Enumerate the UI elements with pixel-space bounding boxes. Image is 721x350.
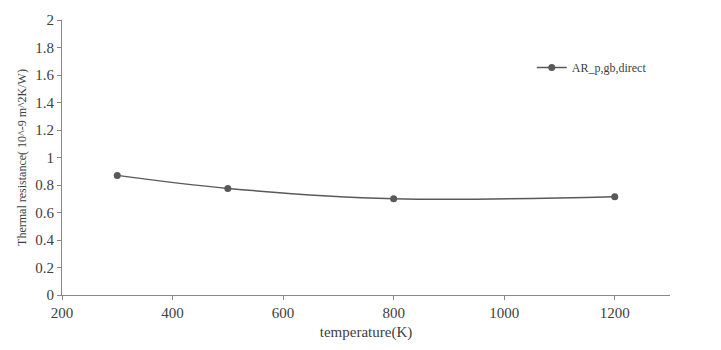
svg-text:Thermal resistance( 10^-9 m^2K: Thermal resistance( 10^-9 m^2K/W)	[15, 69, 29, 246]
svg-text:1000: 1000	[489, 305, 519, 321]
svg-text:400: 400	[161, 305, 184, 321]
svg-text:temperature(K): temperature(K)	[320, 324, 412, 341]
svg-text:1.4: 1.4	[35, 95, 54, 111]
svg-text:1200: 1200	[600, 305, 630, 321]
svg-text:AR_p,gb,direct: AR_p,gb,direct	[572, 61, 647, 75]
svg-text:600: 600	[272, 305, 295, 321]
svg-text:800: 800	[382, 305, 405, 321]
svg-text:0.6: 0.6	[35, 205, 54, 221]
svg-text:1.2: 1.2	[35, 122, 54, 138]
svg-text:0: 0	[47, 287, 55, 303]
svg-text:1.6: 1.6	[35, 67, 54, 83]
svg-text:1.8: 1.8	[35, 40, 54, 56]
svg-text:0.8: 0.8	[35, 177, 54, 193]
svg-text:200: 200	[51, 305, 74, 321]
svg-text:0.2: 0.2	[35, 260, 54, 276]
svg-text:0.4: 0.4	[35, 232, 54, 248]
svg-text:2: 2	[47, 12, 55, 28]
svg-text:1: 1	[47, 150, 55, 166]
